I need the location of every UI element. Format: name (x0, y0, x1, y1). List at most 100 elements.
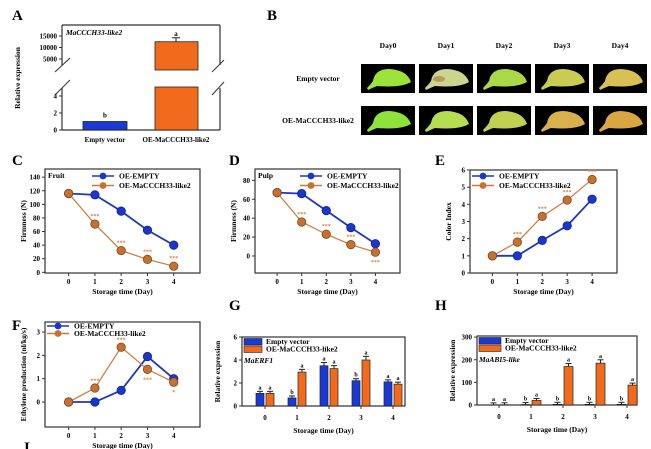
significance-letter: a (269, 385, 272, 391)
y-tick-label: 5000 (43, 56, 58, 64)
banana-fruit (541, 111, 585, 132)
significance-letter: b (620, 396, 624, 402)
x-tick-label: 1 (529, 413, 533, 421)
y-tick-label: 0 (37, 399, 41, 407)
legend-marker (307, 182, 315, 189)
data-point (321, 229, 331, 239)
x-axis-label: Storage time (Day) (293, 426, 354, 435)
row-label: OE-MaCCCH33-like2 (282, 116, 354, 125)
panel-label-a: A (12, 8, 23, 24)
legend-swatch (478, 337, 502, 345)
x-tick-label: 4 (172, 432, 176, 440)
series-line-oe (68, 193, 174, 267)
panel-d: 0 20 40 60 80 0 1 2 3 4 Storage time (Day) Firmness… (229, 168, 401, 296)
legend-marker (54, 330, 62, 337)
y-tick-label: 3 (37, 329, 41, 337)
legend-label: OE-EMPTY (119, 172, 160, 181)
significance-stars: *** (90, 214, 99, 220)
y-axis-label: Color Index (444, 202, 453, 241)
plot-frame (44, 168, 201, 274)
x-tick-label: 0 (275, 278, 279, 286)
panel-g: 0 2 4 6 Relative expression Storage time (Day… (213, 334, 406, 435)
fruit-photo (477, 64, 531, 93)
legend-label: OE-MaCCCH33-like2 (505, 344, 577, 353)
significance-letter: a (631, 377, 634, 383)
fruit-spot (433, 76, 445, 82)
significance-stars: * (172, 390, 175, 396)
significance-letter: a (492, 397, 495, 403)
x-tick-label: 3 (359, 414, 363, 422)
axis-break-mark (211, 59, 225, 73)
legend-label: OE-EMPTY (499, 172, 540, 181)
y-tick-label: 60 (243, 196, 251, 204)
y-tick-label: 40 (243, 215, 251, 223)
legend-label: Empty vector (505, 336, 549, 345)
x-axis-label: Storage time (Day) (92, 287, 153, 296)
legend-label: Empty vector (266, 337, 310, 346)
bar-empty-day3 (584, 403, 595, 406)
series-line-oe (276, 192, 376, 253)
bar-oe-day4 (627, 384, 638, 406)
bar-empty-day4 (383, 381, 393, 407)
banana-fruit (425, 69, 469, 90)
data-point (512, 251, 522, 261)
legend-swatch (478, 344, 502, 352)
data-point (116, 245, 126, 256)
y-tick-label: 6 (234, 334, 238, 342)
banana-fruit (541, 69, 585, 90)
data-point (142, 351, 153, 362)
data-point (64, 188, 74, 199)
gene-label: MaABI5-like (478, 355, 521, 364)
significance-stars: *** (143, 249, 152, 255)
x-tick-label: 0 (67, 432, 71, 440)
significance-letter: a (387, 374, 390, 380)
fruit-photo (361, 106, 415, 135)
banana-fruit (367, 111, 411, 132)
y-tick-label: 4 (462, 201, 466, 209)
significance-stars: *** (563, 190, 572, 196)
panel-f: 0 1 2 3 0 1 2 3 4 Storage time (Day) Ethylene prod… (19, 321, 201, 449)
y-tick-label: 200 (462, 356, 473, 364)
bar-empty-day1 (287, 397, 297, 407)
y-tick-label: 2 (234, 380, 238, 388)
legend-marker (99, 182, 107, 189)
x-tick-label: 0 (497, 413, 501, 421)
bar-empty-day4 (616, 403, 627, 406)
panel-label-f: F (12, 318, 21, 334)
data-point (537, 235, 547, 245)
y-tick-label: 4 (54, 93, 58, 101)
y-tick-label: 6 (462, 167, 466, 175)
bar-empty-day0 (255, 393, 265, 407)
bar-oe-day3 (595, 362, 606, 406)
y-tick-label: 0 (54, 127, 58, 135)
data-point (272, 188, 282, 198)
x-category-label: Empty vector (85, 136, 126, 144)
significance-letter: b (103, 112, 107, 120)
data-point (90, 383, 100, 393)
legend-marker (479, 182, 487, 189)
y-tick-label: 1 (462, 252, 466, 260)
legend-label: OE-MaCCCH33-like2 (327, 181, 399, 190)
banana-fruit (483, 111, 527, 132)
y-tick-label: 120 (30, 187, 41, 195)
legend-label: OE-MaCCCH33-like2 (266, 345, 338, 354)
day-label: Day1 (438, 41, 455, 50)
y-tick-label: 0 (234, 403, 238, 411)
data-point (64, 397, 74, 407)
significance-letter: b (556, 396, 560, 402)
axis-break-mark (54, 57, 71, 73)
y-tick-label: 0 (247, 252, 251, 260)
y-tick-label: 20 (33, 255, 41, 263)
x-axis-label: Storage time (Day) (513, 287, 574, 296)
data-point (562, 221, 572, 231)
x-tick-label: 1 (93, 278, 97, 286)
y-tick-label: 4 (234, 357, 238, 365)
x-tick-label: 4 (391, 414, 395, 422)
data-point (116, 342, 126, 352)
data-point (370, 247, 381, 257)
significance-stars: *** (538, 206, 547, 212)
series-line-empty (68, 192, 175, 246)
significance-stars: *** (322, 224, 331, 230)
significance-letter: a (301, 363, 304, 369)
fruit-photo (419, 64, 473, 93)
